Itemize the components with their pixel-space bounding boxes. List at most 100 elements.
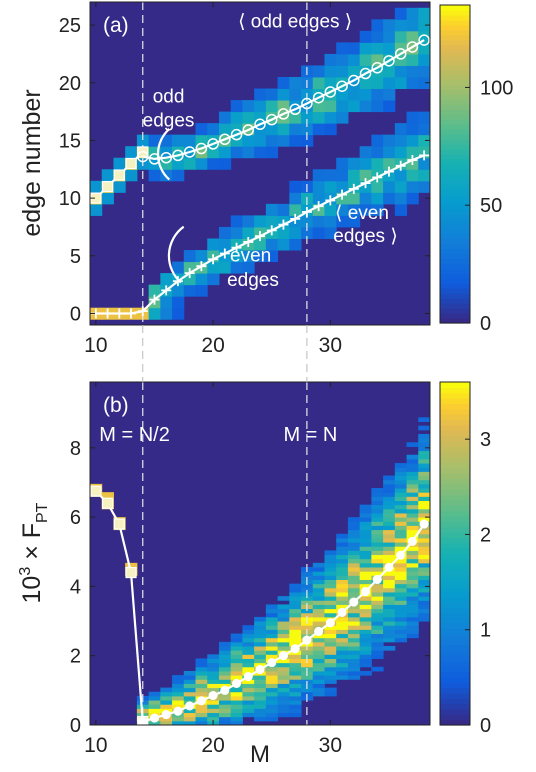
heat-cell — [406, 30, 419, 43]
heat-cell — [230, 261, 243, 274]
heat-cell — [383, 479, 396, 485]
heat-cell — [371, 567, 384, 572]
colorbar-segment — [440, 515, 470, 522]
heat-cell — [218, 666, 232, 672]
heat-cell — [336, 554, 349, 560]
heat-cell — [230, 662, 243, 668]
heat-cell — [172, 157, 185, 170]
heat-cell — [336, 600, 349, 605]
heat-cell — [265, 616, 279, 622]
heat-cell — [254, 633, 267, 639]
heat-cell — [359, 100, 372, 113]
heat-cell — [406, 583, 419, 589]
heat-cell — [394, 504, 408, 510]
y-tick-label: 2 — [70, 646, 81, 668]
heat-cell — [324, 633, 337, 639]
heat-cell — [230, 637, 243, 643]
heat-cell — [277, 691, 290, 697]
heat-cell — [324, 100, 337, 113]
heat-cell — [218, 641, 232, 647]
panel-b-colorbar: 0 1 2 3 — [439, 381, 491, 737]
heat-cell — [277, 646, 290, 651]
heat-cell — [406, 596, 419, 601]
heat-cell — [277, 700, 290, 705]
heat-cell — [336, 76, 349, 90]
heat-cell — [371, 646, 384, 651]
panel-a-colorbar: 0 50 100 — [439, 4, 513, 335]
data-point — [349, 597, 359, 607]
heat-cell — [336, 675, 349, 680]
heat-cell — [406, 529, 419, 535]
heat-cell — [183, 716, 197, 722]
heat-cell — [336, 621, 349, 626]
heat-cell — [418, 450, 430, 456]
heat-cell — [359, 621, 372, 626]
heat-cell — [301, 650, 314, 655]
heat-cell — [324, 226, 337, 239]
heat-cell — [207, 261, 220, 274]
y-tick-label: 10 — [59, 188, 81, 210]
heat-cell — [371, 625, 384, 630]
heat-cell — [195, 687, 208, 693]
colorbar-segment — [440, 649, 470, 656]
heat-cell — [406, 562, 419, 568]
heat-cell — [230, 641, 243, 647]
heat-cell — [207, 675, 220, 680]
heat-cell — [230, 111, 243, 124]
data-point — [208, 254, 219, 265]
heat-cell — [312, 169, 325, 182]
heat-cell — [254, 641, 267, 647]
heat-cell — [347, 537, 361, 543]
series-line — [142, 39, 425, 161]
heat-cell — [265, 679, 279, 684]
colorbar-segment — [440, 144, 470, 150]
heat-cell — [289, 596, 302, 601]
heat-cell — [359, 575, 372, 580]
data-point — [337, 607, 347, 617]
heat-cell — [418, 475, 430, 481]
colorbar-segment — [440, 129, 470, 135]
heat-cell — [406, 496, 419, 501]
heat-cell — [336, 180, 349, 193]
heat-cell — [254, 687, 267, 693]
data-point — [255, 665, 265, 675]
heat-cell — [383, 637, 396, 643]
heat-cell — [277, 712, 290, 718]
heat-cell — [324, 169, 337, 182]
heat-cell — [265, 712, 279, 718]
annotation: edges — [143, 111, 195, 132]
heat-cell — [242, 654, 255, 659]
heat-cell — [336, 537, 349, 543]
heat-cell — [289, 670, 302, 676]
heat-cell — [394, 180, 408, 193]
heat-cell — [394, 492, 408, 497]
heat-cell — [312, 65, 325, 78]
heat-cell — [406, 558, 419, 564]
heat-cell — [195, 716, 208, 722]
colorbar-segment — [440, 478, 470, 485]
data-point — [196, 696, 206, 706]
heat-cell — [230, 100, 243, 113]
heat-cell — [324, 650, 337, 655]
heat-cell — [418, 583, 430, 589]
heat-cell — [347, 646, 361, 651]
heat-cell — [383, 579, 396, 585]
heat-cell — [301, 123, 314, 136]
heat-cell — [207, 146, 220, 159]
colorbar-segment — [440, 692, 470, 699]
heat-cell — [195, 670, 208, 676]
heat-cell — [207, 679, 220, 684]
heat-cell — [277, 637, 290, 643]
heat-cell — [136, 134, 150, 147]
data-point — [125, 157, 137, 170]
heat-cell — [347, 567, 361, 572]
heat-cell — [289, 226, 302, 239]
colorbar-segment — [440, 44, 470, 51]
heat-cell — [371, 533, 384, 539]
panel-b-label: (b) — [103, 394, 129, 417]
heat-cell — [265, 687, 279, 693]
heat-cell — [383, 571, 396, 576]
heat-cell — [265, 683, 279, 689]
heat-cell — [254, 658, 267, 664]
